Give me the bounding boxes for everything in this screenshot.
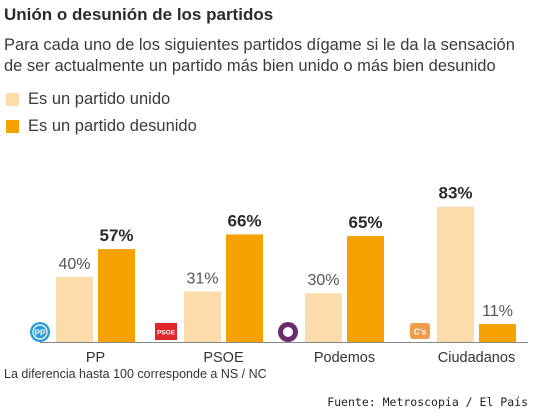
legend-label-unido: Es un partido unido bbox=[28, 89, 171, 108]
data-label-desunido-psoe: 66% bbox=[227, 211, 261, 230]
psoe-logo-icon bbox=[155, 323, 177, 340]
bar-chart: 40% 57% PP PP 31% 66% PSOE PSOE 30% 65% Podemos 83%… bbox=[30, 184, 528, 366]
category-label-psoe: PSOE bbox=[203, 350, 244, 366]
psoe-logo-text: PSOE bbox=[157, 330, 176, 337]
podemos-logo-inner bbox=[283, 327, 293, 337]
bar-desunido-psoe bbox=[226, 234, 263, 342]
bar-desunido-ciudadanos bbox=[479, 324, 516, 342]
pp-logo-ring bbox=[32, 324, 48, 340]
footnote: La diferencia hasta 100 corresponde a NS… bbox=[4, 367, 267, 381]
source-credit: Fuente: Metroscopia / El País bbox=[327, 395, 528, 409]
data-label-desunido-podemos: 65% bbox=[348, 213, 382, 232]
pp-logo-text: PP bbox=[35, 329, 46, 338]
ciudadanos-logo-icon bbox=[410, 323, 430, 339]
bar-desunido-pp bbox=[98, 249, 135, 342]
chart-title: Unión o desunión de los partidos bbox=[4, 5, 274, 24]
category-label-pp: PP bbox=[86, 350, 105, 366]
data-label-unido-ciudadanos: 83% bbox=[438, 184, 472, 203]
category-label-podemos: Podemos bbox=[314, 350, 375, 366]
legend-swatch-unido bbox=[6, 92, 19, 106]
legend-item-desunido: Es un partido desunido bbox=[6, 116, 197, 136]
bar-unido-ciudadanos bbox=[437, 206, 474, 342]
bar-unido-podemos bbox=[305, 293, 342, 342]
legend-label-desunido: Es un partido desunido bbox=[28, 116, 197, 135]
bar-unido-pp bbox=[56, 276, 93, 342]
bar-unido-psoe bbox=[184, 291, 221, 342]
legend-item-unido: Es un partido unido bbox=[6, 89, 170, 109]
legend-swatch-desunido bbox=[6, 119, 19, 133]
data-label-desunido-ciudadanos: 11% bbox=[482, 303, 513, 320]
category-label-ciudadanos: Ciudadanos bbox=[438, 350, 515, 366]
bar-desunido-podemos bbox=[347, 236, 384, 342]
chart-subtitle: Para cada uno de los siguientes partidos… bbox=[4, 36, 515, 75]
data-label-unido-pp: 40% bbox=[58, 256, 90, 273]
ciudadanos-logo-text: C's bbox=[414, 328, 427, 337]
data-label-unido-psoe: 31% bbox=[186, 270, 218, 287]
data-label-desunido-pp: 57% bbox=[99, 226, 133, 245]
data-label-unido-podemos: 30% bbox=[307, 272, 339, 289]
